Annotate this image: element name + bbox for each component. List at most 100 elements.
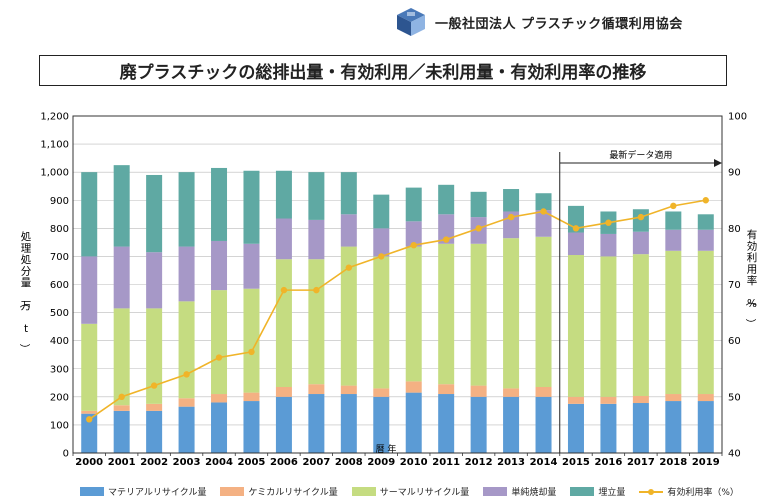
x-tick-label: 2014 [530,457,558,468]
rate-point [670,202,677,210]
bar-segment [340,246,357,386]
bar-segment [567,396,584,404]
bar-segment [438,384,455,395]
y2-tick-label: 60 [728,336,741,347]
bar-segment [211,290,228,395]
bar-segment [567,255,584,397]
bar-segment [275,396,292,453]
bar-segment [146,174,163,253]
rate-point [345,264,353,271]
legend-entry: 埋立量 [570,485,625,498]
bar-segment [535,387,552,397]
bar-segment [405,187,422,222]
bar-segment [535,193,552,211]
legend-swatch [351,487,376,496]
bar-segment [665,401,682,453]
x-tick-label: 2008 [335,457,363,468]
x-tick-label: 2000 [75,457,103,468]
bar-segment [438,243,455,385]
bar-segment [113,308,130,406]
legend-line-swatch [639,487,664,496]
rate-point [605,219,612,226]
bar-segment [308,384,325,395]
legend-label: 埋立量 [598,488,626,498]
y-tick-label: 800 [50,224,69,235]
bar-segment [243,170,260,244]
x-tick-label: 2009 [367,457,395,468]
bar-segment [503,189,520,212]
rate-point [410,241,417,249]
organization-name: 一般社団法人 プラスチック循環利用協会 [435,16,683,32]
rate-point [442,236,450,243]
bar-segment [146,410,163,453]
bar-segment [567,403,584,453]
rate-point [507,213,515,221]
y-tick-label: 0 [63,449,69,460]
bar-segment [340,394,357,453]
tick-labels: 0 100 200 300 400 500 600 700 800 900 1,000 1,100 1,… [40,112,747,469]
rate-point [540,208,547,215]
y-axis-label: 処理処分量（万 t） [18,230,32,354]
y-tick-label: 400 [50,336,69,347]
legend-label: サーマルリサイクル量 [379,488,470,498]
bar-segment [308,394,325,453]
annotation-arrowhead [714,159,722,167]
legend: マテリアルリサイクル量 ケミカルリサイクル量 サーマルリサイクル量 単純焼却量 埋立量 有… [80,485,753,498]
bar-segment [275,387,292,397]
bar-segment [243,288,260,393]
bar-segment [81,256,98,324]
bar-segment [632,403,649,453]
legend-label: マテリアルリサイクル量 [108,488,207,498]
bar-segment [600,403,617,453]
y-tick-label: 1,200 [40,112,69,123]
x-tick-label: 2012 [465,457,493,468]
rate-point [280,286,288,294]
x-tick-label: 2016 [595,457,623,468]
x-tick-label: 2006 [270,457,298,468]
bar-segment [146,403,163,411]
y-tick-label: 900 [50,196,69,207]
annotation: 最新データ適用 [559,149,722,453]
bar-segment [211,240,228,291]
bar-segment [211,394,228,403]
bar-segment [81,413,98,453]
bar-segment [503,238,520,389]
y-tick-label: 700 [50,252,69,263]
bar-segment [211,167,228,241]
bar-segment [405,392,422,453]
rate-point [183,371,190,378]
bar-segment [373,388,390,397]
bar-segment [178,301,195,399]
bar-segment [275,259,292,388]
bar-segment [632,395,649,404]
x-tick-label: 2007 [302,457,330,468]
x-tick-label: 2010 [400,457,428,468]
bar-segment [632,231,649,255]
bar-segment [535,236,552,388]
legend-label: 有効利用率（%） [667,488,739,498]
y-tick-label: 1,000 [40,168,69,179]
rate-point [248,348,255,356]
bar-segment [665,211,682,230]
bar-segment [697,214,714,230]
bar-segment [600,396,617,404]
bar-segment [535,396,552,453]
bar-segment [697,394,714,402]
y2-tick-label: 80 [728,224,741,235]
x-tick-label: 2003 [173,457,201,468]
rate-point [572,225,580,232]
y2-tick-label: 70 [728,280,741,291]
bar-segment [470,396,487,453]
legend-swatch [483,487,508,496]
bar-segment [211,402,228,453]
chart-title: 廃プラスチックの総排出量・有効利用／未利用量・有効利用率の推移 [39,55,727,86]
y2-tick-label: 90 [728,168,741,179]
bar-segment [405,246,422,382]
bar-segment [405,221,422,247]
bar-segment [373,228,390,257]
bar-segment [438,394,455,453]
y-tick-label: 200 [50,392,69,403]
bar-segment [405,381,422,393]
bar-segment [243,243,260,289]
